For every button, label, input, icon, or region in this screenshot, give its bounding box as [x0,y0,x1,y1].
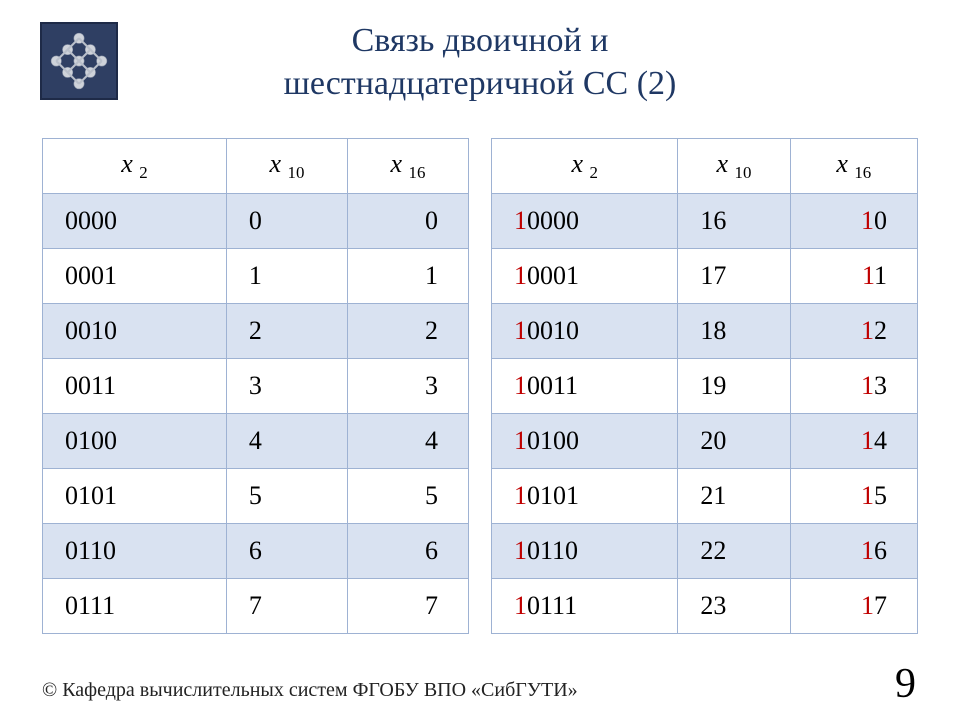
cell-hex: 3 [347,359,468,414]
cell-decimal: 17 [678,249,790,304]
cell-hex: 14 [790,414,917,469]
column-header: x 2 [43,139,227,194]
cell-hex: 11 [790,249,917,304]
cell-hex: 7 [347,579,468,634]
table-row: 001133 [43,359,469,414]
cell-binary: 0111 [43,579,227,634]
table-row: 101002014 [492,414,918,469]
table-right-body: 1000016101000117111001018121001119131010… [492,194,918,634]
table-left: x 2x 10x 16 0000000001110010220011330100… [42,138,469,634]
cell-binary: 0110 [43,524,227,579]
cell-hex: 16 [790,524,917,579]
slide-title: Связь двоичной и шестнадцатеричной СС (2… [0,20,960,105]
cell-hex: 12 [790,304,917,359]
cell-binary: 0100 [43,414,227,469]
cell-hex: 10 [790,194,917,249]
column-header: x 16 [347,139,468,194]
cell-hex: 13 [790,359,917,414]
title-line-1: Связь двоичной и [352,22,609,59]
tables-container: x 2x 10x 16 0000000001110010220011330100… [42,138,918,634]
table-row: 100011711 [492,249,918,304]
cell-decimal: 18 [678,304,790,359]
cell-decimal: 0 [226,194,347,249]
cell-binary: 10101 [492,469,678,524]
cell-binary: 10110 [492,524,678,579]
cell-binary: 10010 [492,304,678,359]
cell-hex: 0 [347,194,468,249]
table-row: 101012115 [492,469,918,524]
table-row: 100111913 [492,359,918,414]
cell-decimal: 5 [226,469,347,524]
cell-decimal: 16 [678,194,790,249]
cell-decimal: 22 [678,524,790,579]
cell-binary: 0011 [43,359,227,414]
table-right: x 2x 10x 16 1000016101000117111001018121… [491,138,918,634]
table-row: 010155 [43,469,469,524]
table-row: 000000 [43,194,469,249]
table-row: 011066 [43,524,469,579]
cell-binary: 10100 [492,414,678,469]
cell-hex: 6 [347,524,468,579]
cell-binary: 0000 [43,194,227,249]
cell-decimal: 3 [226,359,347,414]
footer-copyright: © Кафедра вычислительных систем ФГОБУ ВП… [42,679,578,702]
slide-number: 9 [895,660,916,708]
cell-binary: 0010 [43,304,227,359]
cell-decimal: 1 [226,249,347,304]
cell-binary: 10001 [492,249,678,304]
cell-decimal: 21 [678,469,790,524]
column-header: x 10 [678,139,790,194]
cell-hex: 17 [790,579,917,634]
cell-decimal: 19 [678,359,790,414]
column-header: x 10 [226,139,347,194]
table-row: 101112317 [492,579,918,634]
cell-decimal: 6 [226,524,347,579]
cell-hex: 5 [347,469,468,524]
cell-hex: 15 [790,469,917,524]
cell-hex: 1 [347,249,468,304]
cell-binary: 10000 [492,194,678,249]
cell-decimal: 4 [226,414,347,469]
table-row: 001022 [43,304,469,359]
table-row: 101102216 [492,524,918,579]
column-header: x 16 [790,139,917,194]
cell-binary: 10111 [492,579,678,634]
cell-decimal: 23 [678,579,790,634]
cell-binary: 10011 [492,359,678,414]
title-line-2: шестнадцатеричной СС (2) [284,65,677,102]
cell-decimal: 7 [226,579,347,634]
table-header-row: x 2x 10x 16 [43,139,469,194]
cell-hex: 4 [347,414,468,469]
table-left-body: 0000000001110010220011330100440101550110… [43,194,469,634]
table-row: 011177 [43,579,469,634]
table-row: 000111 [43,249,469,304]
cell-binary: 0101 [43,469,227,524]
column-header: x 2 [492,139,678,194]
table-row: 100001610 [492,194,918,249]
cell-decimal: 2 [226,304,347,359]
cell-binary: 0001 [43,249,227,304]
cell-hex: 2 [347,304,468,359]
table-row: 010044 [43,414,469,469]
table-row: 100101812 [492,304,918,359]
cell-decimal: 20 [678,414,790,469]
table-header-row: x 2x 10x 16 [492,139,918,194]
